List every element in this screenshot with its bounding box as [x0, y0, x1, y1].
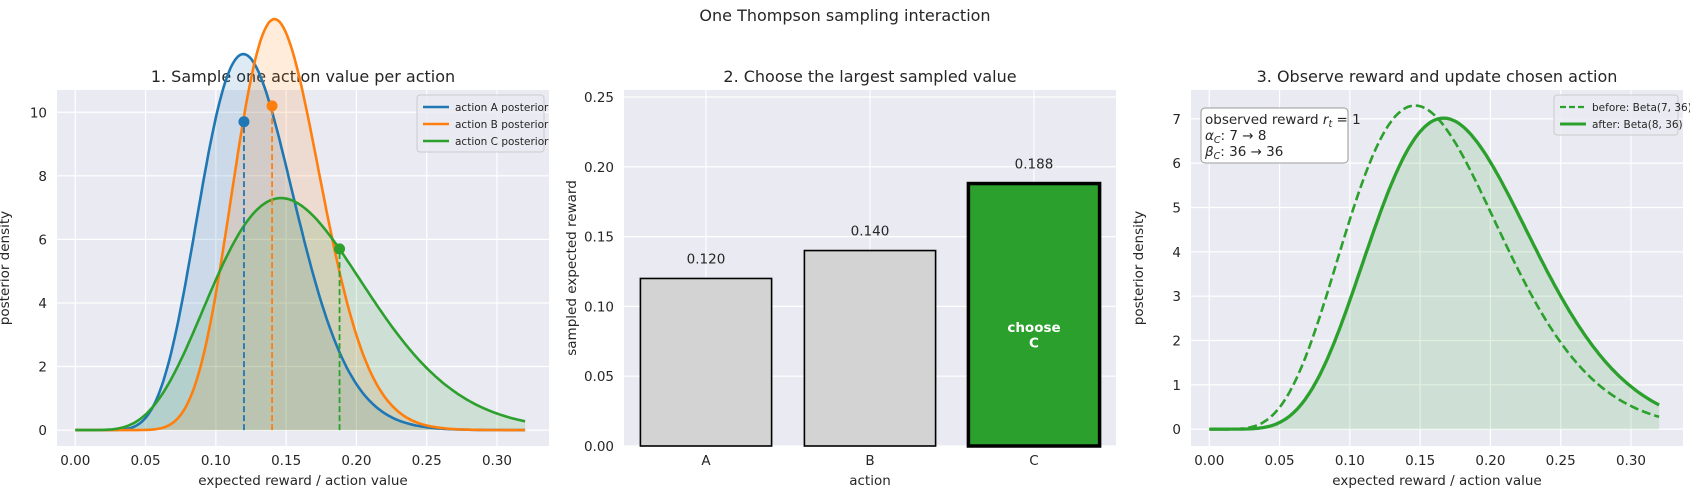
- legend-box: [416, 94, 545, 153]
- x-tick-label: 0.30: [482, 453, 512, 469]
- posterior-curve: [75, 17, 526, 432]
- x-tick-label: 0.05: [1265, 453, 1295, 469]
- panel-choose: 2. Choose the largest sampled value actio…: [564, 67, 1116, 489]
- x-tick-label: B: [865, 453, 874, 469]
- posterior-fill: [1209, 118, 1660, 430]
- panel3-title: 3. Observe reward and update chosen acti…: [1257, 67, 1618, 86]
- y-tick-label: 2: [38, 360, 47, 376]
- bar-B: [803, 249, 937, 447]
- y-tick-label: 6: [38, 232, 47, 248]
- x-tick-label: 0.20: [1475, 453, 1505, 469]
- x-tick-label: 0.25: [412, 453, 442, 469]
- sample-point: [238, 116, 250, 128]
- x-tick-label: 0.15: [1405, 453, 1435, 469]
- after-posterior-curve: [1209, 116, 1660, 431]
- panel3-x-axis-label: expected reward / action value: [1332, 473, 1541, 489]
- posterior-curve: [75, 196, 526, 432]
- y-tick-label: 3: [1172, 289, 1181, 305]
- panel-update: 3. Observe reward and update chosen acti…: [1131, 67, 1690, 489]
- y-tick-label: 0: [1172, 422, 1181, 438]
- x-tick-label: 0.25: [1546, 453, 1576, 469]
- y-tick-label: 2: [1172, 333, 1181, 349]
- legend-label: action A posterior: [455, 102, 549, 114]
- x-tick-label: 0.10: [1335, 453, 1365, 469]
- bar-C: [966, 181, 1102, 448]
- y-tick-label: 0.10: [584, 299, 614, 315]
- y-tick-label: 4: [38, 296, 47, 312]
- bar-value-label: 0.140: [851, 224, 890, 240]
- x-tick-label: 0.00: [60, 453, 90, 469]
- posterior-fill: [75, 54, 526, 431]
- panel1-title: 1. Sample one action value per action: [151, 67, 455, 86]
- bar-annotation: choose: [1007, 320, 1060, 336]
- legend-label: after: Beta(8, 36): [1592, 119, 1683, 131]
- panel2-title: 2. Choose the largest sampled value: [723, 67, 1016, 86]
- y-tick-label: 10: [30, 105, 47, 121]
- panel1-x-axis-label: expected reward / action value: [198, 473, 407, 489]
- y-tick-label: 4: [1172, 245, 1181, 261]
- x-tick-label: C: [1029, 453, 1038, 469]
- y-tick-label: 5: [1172, 200, 1181, 216]
- y-tick-label: 6: [1172, 156, 1181, 172]
- y-tick-label: 0.15: [584, 230, 614, 246]
- panel1-y-axis-label: posterior density: [0, 211, 13, 325]
- info-box: [1200, 107, 1349, 164]
- x-tick-label: 0.15: [271, 453, 301, 469]
- panel3-y-axis-label: posterior density: [1131, 211, 1147, 325]
- figure-suptitle: One Thompson sampling interaction: [699, 6, 990, 25]
- y-tick-label: 0.20: [584, 160, 614, 176]
- x-tick-label: 0.30: [1616, 453, 1646, 469]
- x-tick-label: 0.00: [1194, 453, 1224, 469]
- y-tick-label: 7: [1172, 112, 1181, 128]
- bar-A: [639, 277, 773, 447]
- info-observed-reward: observed reward rt = 1: [1205, 112, 1361, 130]
- panel2-x-axis-label: action: [849, 473, 891, 489]
- y-tick-label: 0.05: [584, 369, 614, 385]
- sample-point: [266, 100, 278, 112]
- before-posterior-curve: [1209, 104, 1660, 431]
- bar-value-label: 0.188: [1015, 157, 1054, 173]
- y-tick-label: 0: [38, 423, 47, 439]
- x-tick-label: 0.05: [131, 453, 161, 469]
- x-tick-label: 0.10: [201, 453, 231, 469]
- legend-label: action C posterior: [455, 136, 549, 148]
- posterior-fill: [75, 198, 526, 431]
- panel2-y-axis-label: sampled expected reward: [564, 180, 580, 356]
- info-beta-update: βC: 36 → 36: [1204, 144, 1283, 162]
- y-tick-label: 8: [38, 169, 47, 185]
- y-tick-label: 0.25: [584, 90, 614, 106]
- legend-label: action B posterior: [455, 119, 549, 131]
- bar-annotation: C: [1029, 335, 1039, 351]
- sample-point: [334, 243, 346, 255]
- y-tick-label: 0.00: [584, 439, 614, 455]
- panel-sample: 1. Sample one action value per action exp…: [0, 17, 549, 489]
- legend-label: before: Beta(7, 36): [1592, 102, 1690, 114]
- x-tick-label: 0.20: [341, 453, 371, 469]
- y-tick-label: 1: [1172, 378, 1181, 394]
- x-tick-label: A: [701, 453, 711, 469]
- info-alpha-update: αC: 7 → 8: [1205, 128, 1266, 146]
- bar-value-label: 0.120: [687, 251, 726, 267]
